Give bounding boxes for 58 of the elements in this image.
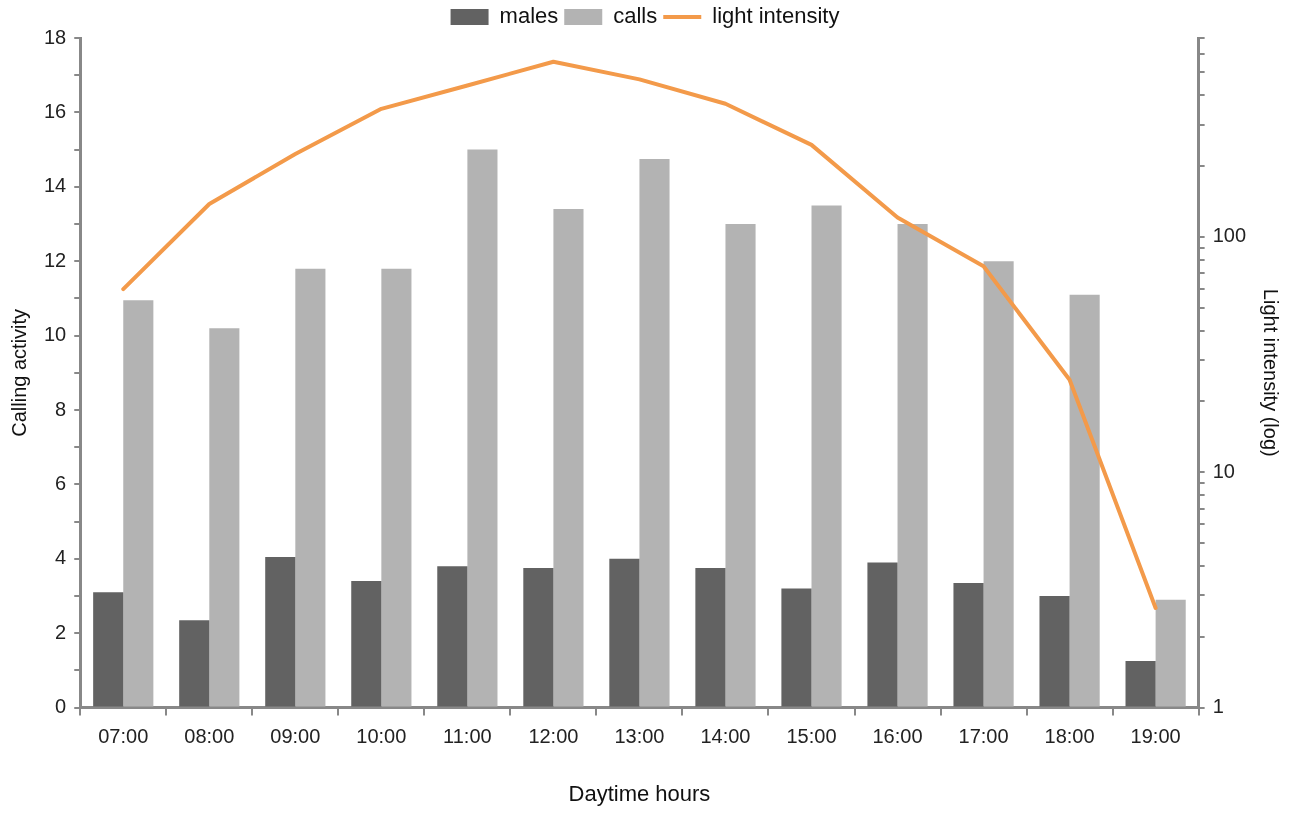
bar bbox=[953, 582, 984, 707]
x-tick-label: 11:00 bbox=[443, 725, 492, 748]
bar bbox=[437, 566, 468, 707]
bar bbox=[1039, 596, 1070, 707]
bar bbox=[381, 268, 412, 707]
x-tick-label: 16:00 bbox=[872, 725, 923, 748]
x-tick-label: 17:00 bbox=[958, 725, 1009, 748]
y-tick-label: 8 bbox=[55, 397, 67, 420]
y2-tick-label: 10 bbox=[1212, 459, 1235, 482]
y-tick-label: 0 bbox=[55, 695, 67, 718]
bar bbox=[695, 568, 726, 707]
bar bbox=[553, 209, 584, 707]
bar bbox=[1069, 294, 1100, 707]
y2-tick-label: 1 bbox=[1212, 695, 1224, 718]
bar bbox=[781, 588, 812, 707]
bar bbox=[295, 268, 326, 707]
x-tick-label: 19:00 bbox=[1130, 725, 1181, 748]
x-tick-label: 10:00 bbox=[356, 725, 407, 748]
bar bbox=[1155, 599, 1186, 707]
y-tick-label: 4 bbox=[55, 546, 67, 569]
bar bbox=[1125, 661, 1156, 707]
x-tick-label: 13:00 bbox=[614, 725, 665, 748]
bar bbox=[639, 158, 670, 707]
bar bbox=[179, 620, 210, 707]
x-tick-label: 08:00 bbox=[184, 725, 235, 748]
legend-label: light intensity bbox=[712, 3, 840, 29]
y-tick-label: 10 bbox=[44, 323, 67, 346]
bar bbox=[93, 592, 124, 707]
bar bbox=[467, 149, 498, 707]
legend-label: calls bbox=[613, 3, 658, 29]
bar bbox=[609, 558, 640, 707]
x-tick-label: 12:00 bbox=[528, 725, 579, 748]
bar bbox=[983, 261, 1014, 707]
y-tick-label: 6 bbox=[55, 471, 67, 494]
bar bbox=[351, 581, 382, 707]
bar bbox=[811, 205, 842, 707]
legend-label: males bbox=[499, 3, 559, 29]
bar bbox=[265, 556, 296, 707]
y-tick-label: 16 bbox=[44, 99, 67, 122]
y2-axis-title: Light intensity (log) bbox=[1260, 288, 1283, 457]
bar bbox=[725, 224, 756, 707]
bar bbox=[123, 300, 154, 707]
y2-tick-label: 100 bbox=[1212, 224, 1247, 247]
bar bbox=[867, 562, 898, 707]
x-tick-label: 07:00 bbox=[98, 725, 149, 748]
x-tick-label: 15:00 bbox=[786, 725, 837, 748]
x-tick-label: 14:00 bbox=[700, 725, 751, 748]
y-tick-label: 14 bbox=[44, 174, 67, 197]
y-axis-title: Calling activity bbox=[7, 308, 30, 437]
bar bbox=[209, 328, 240, 707]
x-axis-title: Daytime hours bbox=[568, 780, 711, 806]
y-tick-label: 12 bbox=[44, 248, 67, 271]
x-tick-label: 18:00 bbox=[1044, 725, 1095, 748]
bar bbox=[523, 568, 554, 707]
y-tick-label: 18 bbox=[44, 25, 67, 48]
bar bbox=[897, 224, 928, 707]
y-tick-label: 2 bbox=[55, 620, 67, 643]
x-tick-label: 09:00 bbox=[270, 725, 321, 748]
